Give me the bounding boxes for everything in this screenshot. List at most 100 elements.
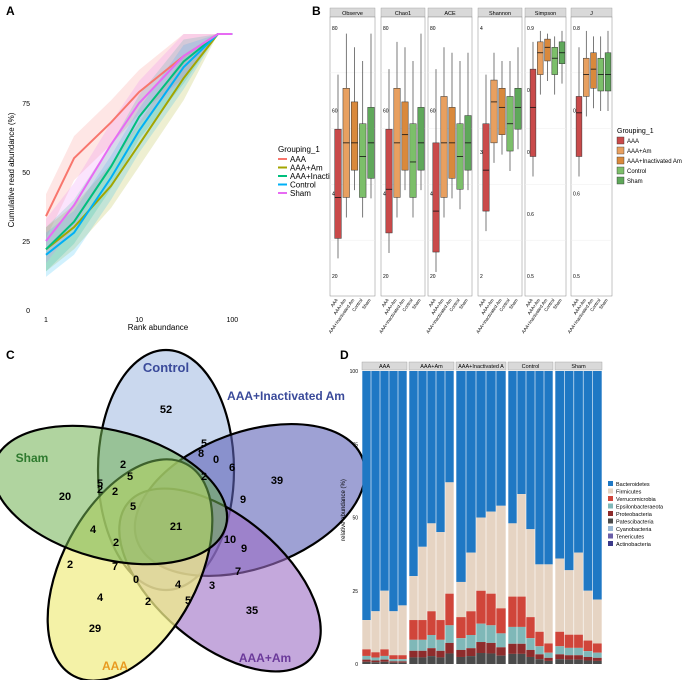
panel-b-box — [551, 47, 558, 75]
panel-d-legend-key — [608, 518, 613, 524]
panel-d-stack-segment — [362, 649, 371, 656]
venn-label-aaa: AAA — [102, 659, 128, 673]
panel-d-stack-segment — [362, 659, 371, 662]
panel-a-ribbon — [46, 34, 233, 272]
panel-d-stack-segment — [436, 639, 445, 651]
venn-region-count: 0 — [213, 454, 219, 466]
venn-region-count: 35 — [246, 605, 258, 617]
panel-a-ytick: 25 — [22, 239, 30, 246]
venn-region-count: 8 — [198, 448, 204, 460]
panel-d-stack-segment — [427, 656, 436, 664]
panel-d-stack-segment — [445, 482, 454, 594]
panel-b-box — [529, 68, 537, 157]
panel-d-stack-segment — [526, 638, 535, 650]
panel-b-facet-title: Chao1 — [395, 11, 411, 17]
panel-d-stack-segment — [427, 634, 436, 649]
panel-d-stack-segment — [466, 634, 476, 649]
panel-b-legend-key — [616, 166, 625, 175]
panel-d-stack-segment — [409, 576, 418, 621]
panel-d-stack-segment — [389, 662, 398, 664]
panel-d-stack-segment — [436, 620, 445, 640]
panel-b-xtick: AAA — [428, 298, 437, 308]
venn-region-count: 4 — [175, 579, 182, 591]
panel-d-stack-segment — [409, 371, 418, 577]
panel-d-stack-segment — [564, 659, 574, 664]
panel-a-ytick: 50 — [22, 170, 30, 177]
panel-d-stack-segment — [466, 611, 476, 635]
panel-d-ytick: 100 — [350, 369, 359, 375]
panel-d-legend-label: Tenericutes — [616, 535, 644, 541]
panel-d-stack-segment — [496, 647, 506, 656]
panel-b-box — [604, 52, 612, 92]
panel-d-stack-segment — [456, 581, 466, 618]
venn-region-count: 2 — [97, 484, 103, 496]
panel-d-legend-label: Proteobacteria — [616, 512, 653, 518]
panel-a-xtick: 10 — [135, 317, 143, 324]
panel-b-legend-label: AAA+Inactivated Am — [627, 159, 682, 165]
panel-b-ytick: 20 — [383, 274, 389, 280]
venn-region-count: 5 — [201, 438, 207, 450]
panel-d-stack-segment — [380, 661, 389, 664]
panel-d-stack-segment — [398, 371, 407, 606]
panel-d-stack-segment — [508, 643, 517, 654]
panel-d-stack-segment — [418, 546, 427, 621]
venn-region-count: 9 — [240, 494, 246, 506]
panel-b-legend-key — [616, 176, 625, 185]
panel-d-stack-segment — [398, 661, 407, 663]
panel-d-stack-segment — [398, 605, 407, 656]
panel-b-xtick: Sham — [411, 298, 422, 311]
panel-d-stack-segment — [486, 642, 496, 654]
panel-d-stack-segment — [398, 655, 407, 660]
panel-a-xtick: 100 — [226, 317, 238, 324]
panel-d-stack-segment — [418, 620, 427, 640]
panel-b-facet-title: J — [590, 11, 593, 17]
panel-d-stack-segment — [508, 371, 517, 524]
panel-d-legend-key — [608, 496, 613, 501]
panel-d-stack-segment — [409, 650, 418, 658]
panel-d-facet-strip — [361, 361, 408, 371]
venn-region-count: 2 — [145, 596, 151, 608]
panel-d-stack-segment — [544, 643, 553, 653]
panel-b-box — [417, 107, 425, 171]
panel-d-legend-key — [608, 511, 613, 516]
panel-d-stack-segment — [544, 652, 553, 658]
panel-b-ytick: 0.5 — [527, 274, 534, 280]
panel-d-ytick: 25 — [352, 589, 358, 595]
panel-d-stack-segment — [409, 657, 418, 664]
panel-d-stack-segment — [380, 649, 389, 656]
panel-b-ytick: 0.8 — [573, 26, 580, 32]
panel-d-stack-segment — [574, 647, 583, 656]
panel-a-rank-abundance: Cumulative read abundance (%) Rank abund… — [7, 18, 341, 332]
panel-d-stack-segment — [409, 639, 418, 651]
panel-b-box — [514, 88, 522, 130]
panel-a-ytick: 0 — [26, 308, 30, 315]
panel-a-legend-label: Control — [290, 181, 316, 190]
panel-d-stack-segment — [508, 653, 517, 664]
panel-d-stack-segment — [418, 657, 427, 664]
panel-d-stack-segment — [544, 371, 553, 565]
venn-label-sham: Sham — [16, 451, 49, 465]
panel-d-stacked-bars: relative abundance (%) 0 25 50 75 100 AAA AAA… — [341, 361, 664, 668]
venn-sham-petal — [0, 424, 229, 566]
panel-d-stack-segment — [427, 371, 436, 524]
panel-d-stack-segment — [535, 646, 544, 655]
venn-region-count: 2 — [112, 486, 118, 498]
panel-d-stack-segment — [466, 371, 476, 553]
panel-b-ytick: 3 — [480, 150, 483, 156]
panel-d-stack-segment — [592, 652, 602, 658]
panel-d-facet-strip — [408, 361, 455, 371]
panel-d-stack-segment — [445, 625, 454, 643]
panel-b-xtick: AAA — [330, 298, 339, 308]
panel-b-legend-key — [616, 136, 625, 145]
panel-d-stack-segment — [544, 657, 553, 661]
panel-d-stack-segment — [389, 661, 398, 663]
panel-b-ytick: 2 — [480, 274, 483, 280]
panel-d-facet-title: AAA — [379, 364, 390, 370]
panel-a-series-line — [45, 33, 233, 242]
venn-region-count: 39 — [271, 475, 283, 487]
panel-b-ytick: 4 — [480, 26, 483, 32]
panel-d-legend-label: Firmicutes — [616, 490, 642, 496]
panel-d-legend-label: Patescibacteria — [616, 520, 655, 526]
panel-b-xtick: Sham — [361, 298, 372, 311]
